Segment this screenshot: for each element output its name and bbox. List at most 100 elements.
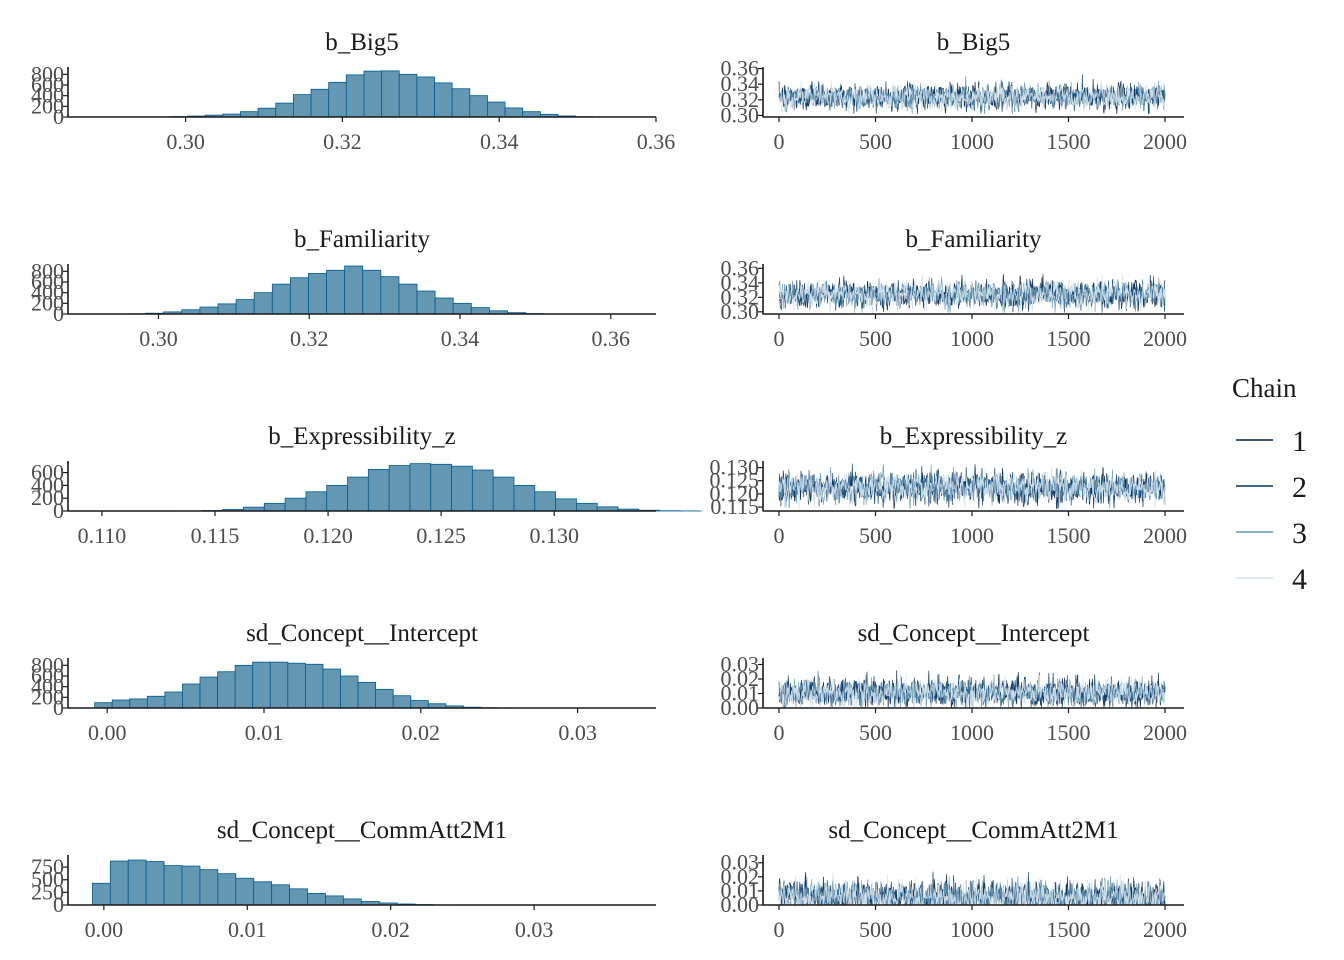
hist-bar xyxy=(269,661,289,709)
hist-bar xyxy=(234,664,254,709)
hist-bar xyxy=(182,683,201,709)
hist-title-sd_Concept__Intercept: sd_Concept__Intercept xyxy=(246,620,478,647)
hist-bar xyxy=(253,292,273,315)
hist-y-tick-label: 0 xyxy=(53,104,64,129)
hist-bar xyxy=(109,860,129,906)
hist-bar xyxy=(305,491,328,512)
trace-title-trace_b_Expressibility_z: b_Expressibility_z xyxy=(880,423,1067,450)
hist-bar xyxy=(471,469,494,512)
trace-chain-4 xyxy=(778,672,1166,709)
hist-bar xyxy=(111,699,131,709)
trace-chain-4 xyxy=(778,79,1166,114)
hist-y-tick-label: 0 xyxy=(53,892,64,917)
hist-x-tick-label: 0.125 xyxy=(416,523,466,548)
trace-y-tick-label: 0.03 xyxy=(721,652,760,677)
trace-title-trace_b_Familiarity: b_Familiarity xyxy=(905,226,1042,253)
trace-x-tick-label: 500 xyxy=(859,720,892,745)
hist-y-tick-label: 600 xyxy=(31,460,64,485)
trace-x-tick-label: 2000 xyxy=(1143,720,1187,745)
hist-bar xyxy=(504,107,524,118)
trace-y-tick-label: 0.01 xyxy=(721,878,760,903)
hist-bar xyxy=(380,276,400,315)
trace-y-tick-label: 0.30 xyxy=(721,102,760,127)
hist-bar xyxy=(257,107,277,118)
hist-y-tick-label: 800 xyxy=(31,61,64,86)
hist-bar xyxy=(253,881,273,906)
hist-bar xyxy=(513,484,536,512)
hist-bar xyxy=(362,269,382,315)
trace-x-tick-label: 1000 xyxy=(950,326,994,351)
hist-bar xyxy=(398,283,418,315)
hist-bar xyxy=(326,269,346,315)
trace-x-tick-label: 0 xyxy=(774,326,785,351)
hist-bar xyxy=(287,662,306,709)
hist-y-tick-label: 400 xyxy=(31,674,64,699)
hist-bar xyxy=(289,888,308,906)
trace-x-tick-label: 0 xyxy=(774,129,785,154)
hist-bar xyxy=(363,70,382,118)
trace-y-tick-label: 0.120 xyxy=(710,481,760,506)
hist-x-tick-label: 0.01 xyxy=(228,917,267,942)
legend-title: Chain xyxy=(1232,373,1297,403)
hist-y-tick-label: 200 xyxy=(31,93,64,118)
trace-y-tick-label: 0.01 xyxy=(721,681,760,706)
trace-chain-4 xyxy=(778,274,1166,313)
hist-y-tick-label: 500 xyxy=(31,867,64,892)
hist-bar xyxy=(416,290,436,315)
hist-bar xyxy=(434,82,453,118)
trace-y-tick-label: 0.115 xyxy=(710,494,759,519)
hist-bar xyxy=(217,873,237,906)
hist-bar xyxy=(235,299,255,315)
hist-y-tick-label: 200 xyxy=(31,485,64,510)
hist-y-tick-label: 750 xyxy=(31,854,64,879)
hist-bar xyxy=(199,869,219,906)
trace-y-tick-label: 0.30 xyxy=(721,299,760,324)
hist-title-b_Big5: b_Big5 xyxy=(325,29,399,56)
trace-x-tick-label: 1500 xyxy=(1047,129,1091,154)
trace-x-tick-label: 2000 xyxy=(1143,523,1187,548)
hist-bar xyxy=(470,307,490,315)
trace-x-tick-label: 0 xyxy=(774,523,785,548)
hist-bar xyxy=(451,88,471,118)
trace-x-tick-label: 500 xyxy=(859,917,892,942)
trace-x-tick-label: 500 xyxy=(859,523,892,548)
hist-bar xyxy=(367,468,390,512)
trace-x-tick-label: 2000 xyxy=(1143,917,1187,942)
trace-y-tick-label: 0.36 xyxy=(721,255,760,280)
hist-x-tick-label: 0.110 xyxy=(78,523,127,548)
hist-bar xyxy=(409,463,432,512)
hist-bar xyxy=(357,682,377,709)
trace-x-tick-label: 500 xyxy=(859,129,892,154)
trace-title-trace_sd_Concept__Intercept: sd_Concept__Intercept xyxy=(858,620,1090,647)
hist-y-tick-label: 0 xyxy=(53,498,64,523)
hist-y-tick-label: 200 xyxy=(31,684,64,709)
hist-bar xyxy=(263,502,286,512)
hist-bar xyxy=(416,76,435,118)
hist-bar xyxy=(388,465,411,512)
trace-x-tick-label: 1500 xyxy=(1047,326,1091,351)
hist-x-tick-label: 0.03 xyxy=(558,720,597,745)
trace-y-tick-label: 0.00 xyxy=(721,695,760,720)
hist-bar xyxy=(340,675,359,709)
hist-bar xyxy=(328,81,347,118)
hist-x-tick-label: 0.34 xyxy=(480,129,519,154)
trace-title-trace_b_Big5: b_Big5 xyxy=(937,29,1011,56)
hist-bar xyxy=(342,898,362,906)
hist-bar xyxy=(555,498,577,512)
hist-bar xyxy=(304,663,324,709)
trace-x-tick-label: 1000 xyxy=(950,523,994,548)
hist-bar xyxy=(410,700,429,709)
hist-bar xyxy=(451,465,473,512)
hist-y-tick-label: 250 xyxy=(31,879,64,904)
hist-x-tick-label: 0.34 xyxy=(441,326,480,351)
hist-x-tick-label: 0.36 xyxy=(637,129,676,154)
hist-y-tick-label: 800 xyxy=(31,652,64,677)
hist-x-tick-label: 0.120 xyxy=(303,523,353,548)
trace-x-tick-label: 1000 xyxy=(950,720,994,745)
hist-x-tick-label: 0.01 xyxy=(245,720,284,745)
trace-y-tick-label: 0.32 xyxy=(721,87,760,112)
